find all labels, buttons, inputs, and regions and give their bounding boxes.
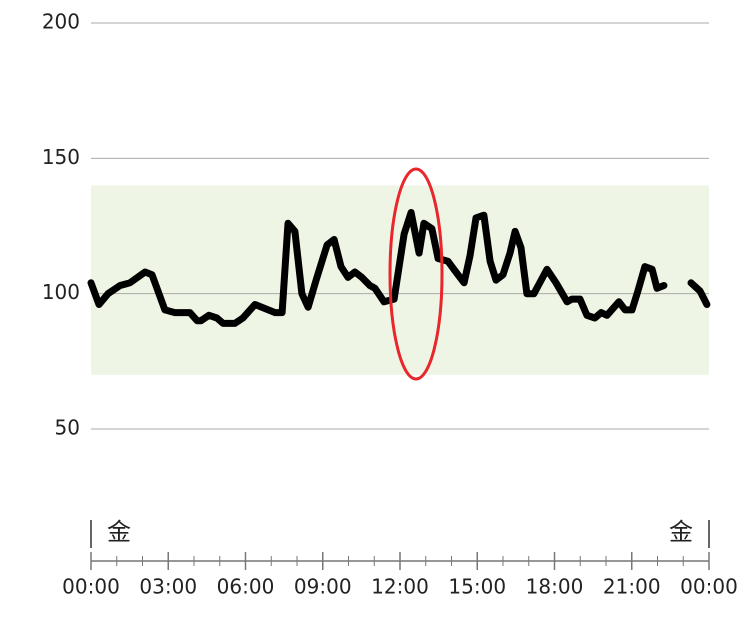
y-tick-label: 200 xyxy=(42,10,80,34)
y-tick-label: 100 xyxy=(42,280,80,304)
x-tick-label: 03:00 xyxy=(139,575,197,599)
y-tick-label: 50 xyxy=(55,416,80,440)
highlight-ellipse xyxy=(388,167,444,381)
x-tick-label: 18:00 xyxy=(526,575,584,599)
y-tick-label: 150 xyxy=(42,145,80,169)
glucose-line xyxy=(87,209,711,327)
x-tick-label: 12:00 xyxy=(371,575,429,599)
x-tick-label: 15:00 xyxy=(448,575,506,599)
x-tick-label: 21:00 xyxy=(603,575,661,599)
day-label: 金 xyxy=(669,518,693,546)
x-tick-label: 00:00 xyxy=(680,575,738,599)
x-tick-label: 09:00 xyxy=(294,575,352,599)
x-tick-label: 00:00 xyxy=(62,575,120,599)
x-tick-label: 06:00 xyxy=(217,575,275,599)
day-label: 金 xyxy=(107,518,131,546)
